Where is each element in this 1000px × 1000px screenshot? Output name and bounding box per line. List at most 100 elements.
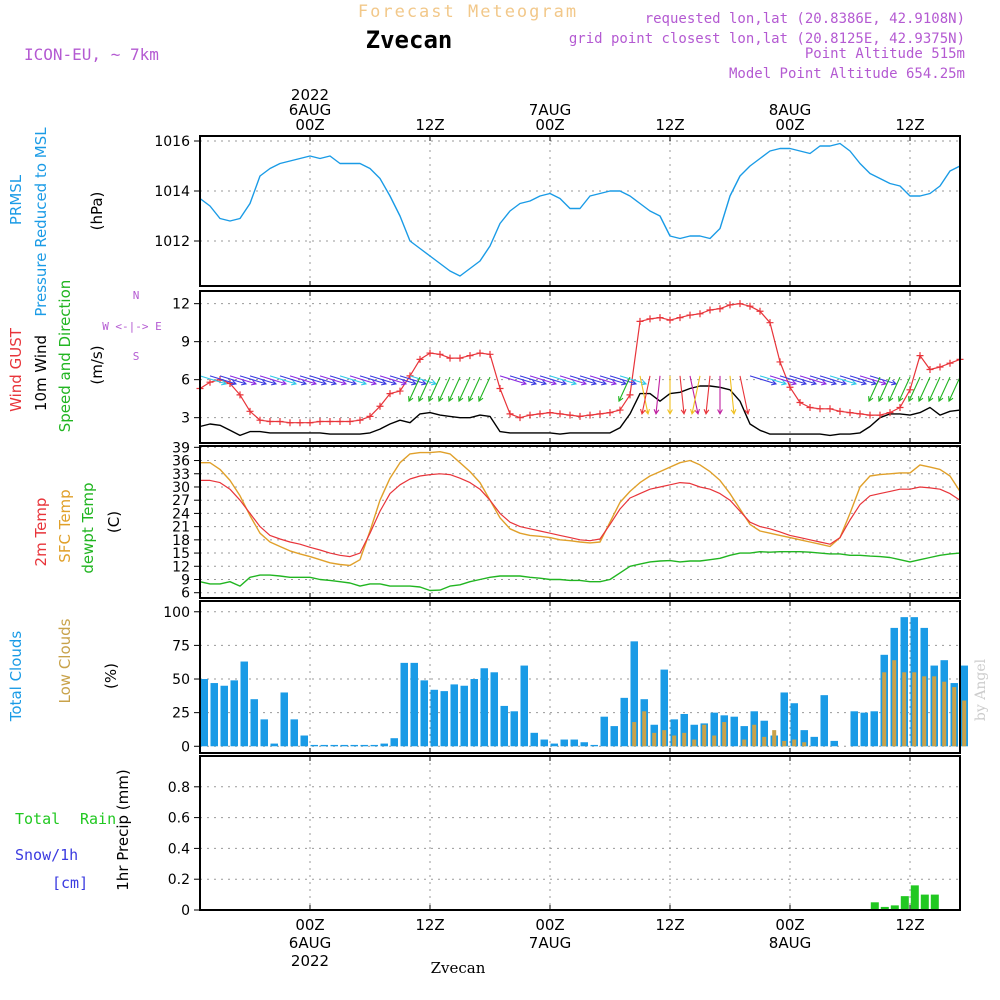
pressure-label-sub: Pressure Reduced to MSL — [32, 127, 50, 317]
gust-marker — [686, 311, 694, 319]
gust-marker — [796, 398, 804, 406]
sfc-temp-label: SFC Temp — [56, 489, 74, 562]
total-cloud-bar — [760, 720, 768, 747]
total-cloud-bar — [220, 685, 228, 747]
low-cloud-bar — [682, 732, 687, 747]
total-cloud-bar — [570, 739, 578, 747]
gust-marker — [876, 411, 884, 419]
wind-arrow — [749, 375, 778, 386]
total-cloud-bar — [850, 711, 858, 747]
wind-arrow — [448, 376, 461, 403]
wind-arrow — [549, 375, 578, 386]
total-cloud-bar — [210, 683, 218, 747]
low-cloud-bar — [882, 672, 887, 747]
wind-arrow — [349, 375, 378, 386]
wind-unit: (m/s) — [88, 345, 106, 384]
wind-arrow — [869, 375, 898, 386]
low-cloud-bar — [672, 735, 677, 747]
wind-arrow — [819, 375, 848, 386]
low-cloud-bar — [762, 736, 767, 747]
wind-arrow — [499, 375, 528, 386]
gust-marker — [646, 315, 654, 323]
temp-unit: (C) — [105, 511, 123, 533]
wind-speed-line — [199, 385, 961, 437]
total-cloud-bar — [420, 680, 428, 747]
gust-marker — [786, 383, 794, 391]
y-tick-label: 75 — [172, 638, 190, 654]
low-cloud-bar — [642, 711, 647, 747]
total-cloud-bar — [500, 705, 508, 747]
wind-arrow — [717, 375, 723, 416]
total-cloud-bar — [810, 736, 818, 747]
low-cloud-bar — [892, 660, 897, 747]
gust-marker — [606, 409, 614, 417]
bottom-time-label: 8AUG — [769, 934, 811, 952]
gust-marker — [356, 416, 364, 424]
top-time-label: 00Z — [295, 116, 324, 134]
gust-marker — [746, 302, 754, 310]
wind-arrow — [779, 375, 808, 386]
wind-arrow — [640, 375, 651, 415]
dewpoint-line — [199, 551, 961, 592]
gust-marker — [326, 417, 334, 425]
wind-arrow — [888, 376, 901, 403]
top-time-label: 00Z — [535, 116, 564, 134]
total-label: Total — [15, 810, 60, 828]
wind-arrow — [639, 375, 650, 415]
sfc-temp-line — [200, 451, 961, 567]
gust-marker — [626, 391, 634, 399]
total-cloud-bar — [630, 641, 638, 747]
total-cloud-bar — [370, 744, 378, 747]
label-layer: 1012101410163691269121518212427303336390… — [7, 86, 925, 970]
wind-arrow — [259, 375, 288, 386]
total-cloud-bar — [240, 661, 248, 747]
total-cloud-bar — [340, 744, 348, 747]
total-cloud-bar — [440, 691, 448, 747]
data-layer — [196, 142, 968, 911]
low-cloud-bar — [922, 676, 927, 747]
gust-marker — [306, 419, 314, 427]
gust-marker — [886, 409, 894, 417]
wind-arrow — [279, 375, 308, 386]
y-tick-label: 27 — [172, 493, 190, 509]
wind-arrow — [928, 376, 941, 403]
wind-arrow — [529, 375, 558, 386]
total-cloud-bar — [800, 730, 808, 747]
gust-marker — [766, 319, 774, 327]
gust-marker — [756, 307, 764, 315]
total-cloud-bar — [300, 735, 308, 747]
wind-arrow — [799, 375, 828, 386]
total-cloud-bar — [550, 743, 558, 747]
low-cloud-bar — [912, 672, 917, 747]
low-cloud-bar — [692, 739, 697, 747]
gust-marker — [596, 410, 604, 418]
wind-arrow — [918, 376, 931, 403]
y-tick-label: 36 — [172, 454, 190, 470]
low-cloud-bar — [942, 681, 947, 747]
wind-gust-line — [199, 303, 961, 424]
gust-marker — [936, 363, 944, 371]
y-tick-label: 6 — [181, 586, 190, 602]
gust-marker — [946, 359, 954, 367]
low-cloud-label: Low Clouds — [56, 618, 74, 703]
gust-marker — [436, 350, 444, 358]
gust-marker — [586, 411, 594, 419]
gust-marker — [496, 385, 504, 393]
total-cloud-bar — [380, 743, 388, 747]
wind-arrow — [458, 376, 471, 403]
pressure-line — [199, 142, 961, 277]
y-tick-label: 0.4 — [168, 841, 190, 857]
low-cloud-bar — [772, 730, 777, 747]
y-tick-label: 3 — [181, 411, 190, 427]
wind-arrow — [908, 376, 921, 403]
low-cloud-bar — [712, 735, 717, 747]
y-tick-label: 30 — [172, 480, 190, 496]
y-tick-label: 18 — [172, 533, 190, 549]
y-tick-label: 0.8 — [168, 780, 190, 796]
wind-arrow — [589, 375, 618, 386]
wind-arrow — [739, 375, 750, 415]
low-cloud-bar — [932, 676, 937, 747]
low-cloud-bar — [742, 739, 747, 747]
gust-marker — [396, 387, 404, 395]
watermark: by Angel — [973, 658, 989, 721]
